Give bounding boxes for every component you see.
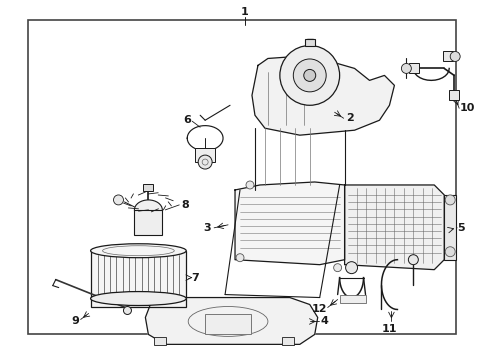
Circle shape: [345, 262, 357, 274]
Bar: [154, 337, 166, 345]
Circle shape: [444, 247, 454, 257]
Text: 4: 4: [320, 316, 328, 327]
Ellipse shape: [134, 200, 162, 220]
Bar: [443, 195, 455, 260]
Bar: [442, 51, 452, 62]
Text: 2: 2: [345, 113, 353, 123]
Ellipse shape: [90, 292, 186, 306]
Bar: [134, 210, 162, 235]
Polygon shape: [145, 298, 317, 345]
Circle shape: [198, 155, 212, 169]
Text: 1: 1: [241, 6, 248, 17]
Circle shape: [333, 264, 341, 272]
Text: 7: 7: [191, 273, 199, 283]
Bar: [195, 148, 215, 162]
Circle shape: [449, 51, 459, 62]
Bar: [339, 294, 365, 302]
Polygon shape: [235, 182, 344, 265]
Text: 8: 8: [181, 200, 189, 210]
Bar: [281, 337, 293, 345]
Bar: [143, 184, 153, 191]
Bar: [90, 251, 186, 306]
Ellipse shape: [90, 244, 186, 258]
Circle shape: [401, 63, 410, 73]
Text: 5: 5: [456, 223, 464, 233]
Text: 3: 3: [203, 223, 210, 233]
Text: 6: 6: [183, 115, 191, 125]
Circle shape: [407, 255, 417, 265]
Circle shape: [293, 59, 325, 92]
Circle shape: [236, 254, 244, 262]
Polygon shape: [251, 55, 394, 135]
Polygon shape: [344, 185, 443, 270]
Bar: [448, 90, 458, 100]
Circle shape: [303, 69, 315, 81]
Bar: [408, 63, 419, 73]
Bar: [28, 21, 455, 334]
Text: 12: 12: [311, 305, 327, 315]
Text: 10: 10: [459, 103, 474, 113]
Circle shape: [279, 45, 339, 105]
Circle shape: [245, 181, 253, 189]
Text: 11: 11: [381, 324, 396, 334]
Circle shape: [113, 195, 123, 205]
Circle shape: [444, 195, 454, 205]
Circle shape: [123, 306, 131, 315]
Bar: [205, 315, 250, 334]
Bar: [304, 39, 314, 45]
Text: 9: 9: [72, 316, 80, 327]
